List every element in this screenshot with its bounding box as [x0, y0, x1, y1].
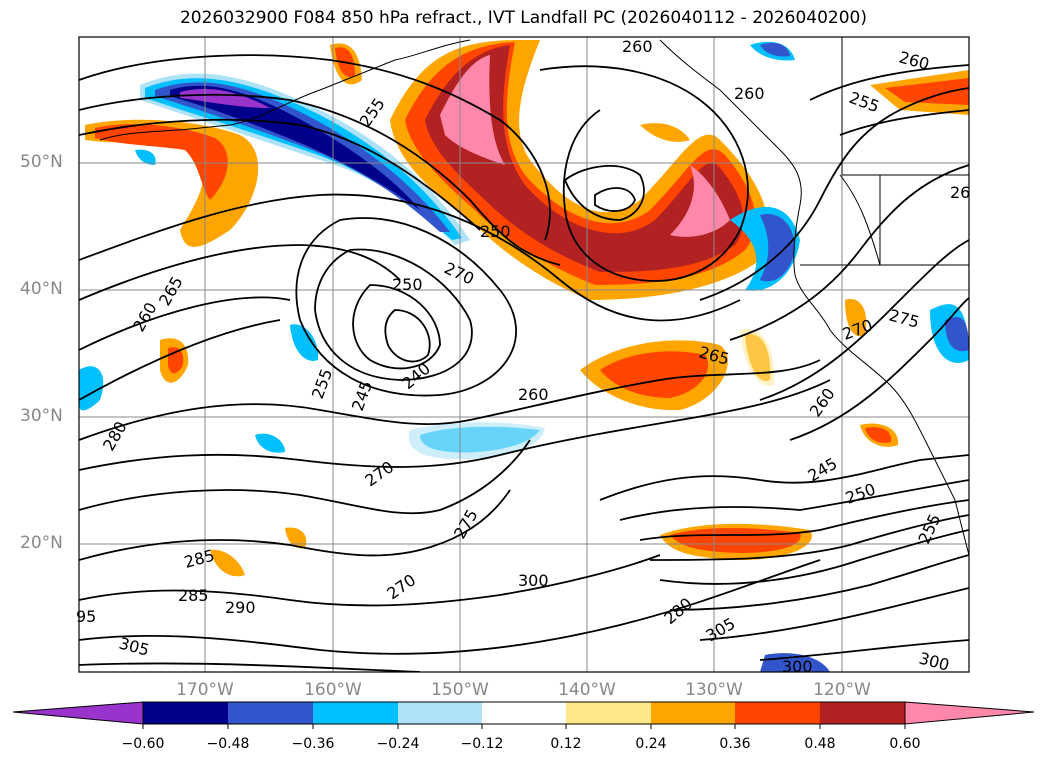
colorbar-tick-label: 0.48 [804, 736, 836, 752]
colorbar-swatch [482, 702, 566, 724]
lon-label-130w: 130°W [685, 680, 743, 700]
colorbar-swatch [566, 702, 651, 724]
colorbar-extend-right [904, 701, 1035, 725]
lon-label-150w: 150°W [431, 680, 489, 700]
map-border [78, 36, 970, 673]
contour-lines [79, 54, 969, 672]
colorbar-swatch [398, 702, 482, 724]
colorbar-tick-label: 0.24 [635, 736, 667, 752]
shaded-fields [79, 40, 969, 672]
colorbar-swatch [228, 702, 313, 724]
colorbar-swatch [820, 702, 905, 724]
contour-label: 250 [480, 222, 511, 241]
contour-label: 300 [518, 571, 549, 590]
contour-label: 250 [392, 275, 423, 294]
contour-label: 260 [518, 385, 549, 404]
colorbar-tick-label: −0.48 [206, 736, 250, 752]
contour-label: 285 [178, 586, 209, 605]
colorbar-tick-label: −0.24 [376, 736, 420, 752]
colorbar-tick-label: −0.12 [460, 736, 504, 752]
contour-label: 260 [622, 37, 653, 56]
lon-label-120w: 120°W [813, 680, 871, 700]
lat-label-50n: 50°N [20, 152, 63, 172]
colorbar-swatch [143, 702, 228, 724]
map-title: 2026032900 F084 850 hPa refract., IVT La… [179, 8, 867, 28]
negative-anomaly-streak-core [180, 88, 270, 108]
positive-anomaly-swirl-core [425, 45, 744, 272]
colorbar-tick-label: 0.12 [550, 736, 582, 752]
contour-label: 300 [782, 657, 813, 676]
positive-anomaly-swirl-peak [440, 55, 730, 237]
colorbar-swatch [313, 702, 398, 724]
lat-label-40n: 40°N [20, 279, 63, 299]
colorbar-tick-label: 0.36 [719, 736, 751, 752]
coastlines [99, 37, 969, 556]
lon-label-140w: 140°W [558, 680, 616, 700]
colorbar-tick-label: 0.60 [889, 736, 921, 752]
colorbar-swatch [651, 702, 735, 724]
lat-label-20n: 20°N [20, 533, 63, 553]
colorbar-swatch [735, 702, 820, 724]
contour-label: 26 [950, 183, 970, 202]
contour-label: 260 [734, 84, 765, 103]
colorbar-extend-left [12, 701, 144, 725]
colorbar-tick-label: −0.36 [291, 736, 335, 752]
graticule [79, 37, 969, 672]
colorbar-tick-label: −0.60 [121, 736, 165, 752]
lon-label-160w: 160°W [304, 680, 362, 700]
lon-label-170w: 170°W [176, 680, 234, 700]
contour-label: 95 [76, 607, 96, 626]
colorbar [12, 701, 1035, 729]
contour-label: 290 [225, 598, 256, 617]
lat-label-30n: 30°N [20, 406, 63, 426]
colorbar-border [142, 701, 906, 725]
